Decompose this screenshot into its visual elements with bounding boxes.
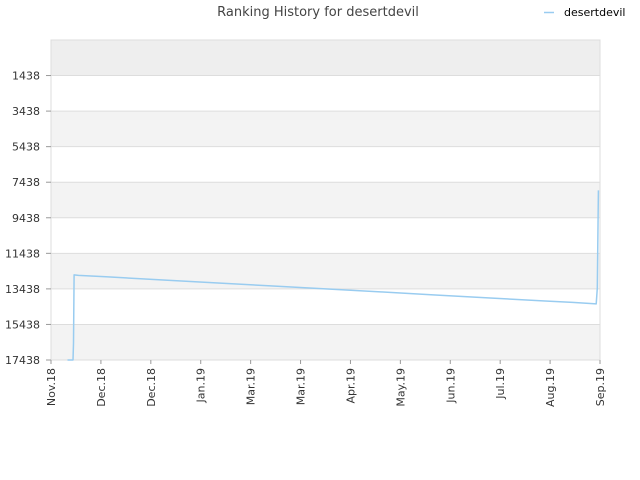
series-line (67, 190, 600, 361)
series-area (67, 190, 600, 361)
background-band (51, 324, 600, 360)
legend: desertdevil (544, 6, 625, 19)
y-tick-label: 11438 (5, 247, 40, 260)
x-tick-label: Jun.19 (444, 368, 457, 404)
background-band (51, 40, 600, 76)
chart-title: Ranking History for desertdevil (217, 5, 419, 20)
y-axis: 1438 3438 5438 7438 9438 11438 13438 15438 17438 (5, 70, 51, 367)
x-tick-label: Apr.19 (344, 368, 357, 404)
plot-frame (50, 39, 601, 361)
y-tick-label: 9438 (12, 212, 40, 225)
legend-label: desertdevil (564, 6, 625, 19)
background-bands (51, 40, 600, 360)
y-tick-label: 15438 (5, 318, 40, 331)
x-tick-label: Nov.18 (45, 368, 58, 406)
x-tick-label: Jul.19 (494, 368, 507, 400)
x-tick-label: Sep.19 (594, 368, 607, 406)
x-tick-label: Dec.18 (95, 368, 108, 407)
background-band (51, 182, 600, 218)
x-tick-label: Dec.18 (145, 368, 158, 407)
background-band (51, 253, 600, 289)
x-tick-label: Mar.19 (295, 368, 308, 405)
x-tick-label: Jan.19 (195, 368, 208, 403)
background-band (51, 111, 600, 147)
x-axis: Nov.18 Dec.18 Dec.18 Jan.19 Mar.19 Mar.19 Apr.… (45, 360, 607, 407)
y-tick-label: 17438 (5, 354, 40, 367)
x-tick-label: Aug.19 (544, 368, 557, 407)
x-tick-label: Mar.19 (245, 368, 258, 405)
y-tick-label: 7438 (12, 176, 40, 189)
y-tick-label: 1438 (12, 70, 40, 83)
x-tick-label: May.19 (394, 368, 407, 407)
y-tick-label: 13438 (5, 283, 40, 296)
y-tick-label: 3438 (12, 105, 40, 118)
y-tick-label: 5438 (12, 141, 40, 154)
